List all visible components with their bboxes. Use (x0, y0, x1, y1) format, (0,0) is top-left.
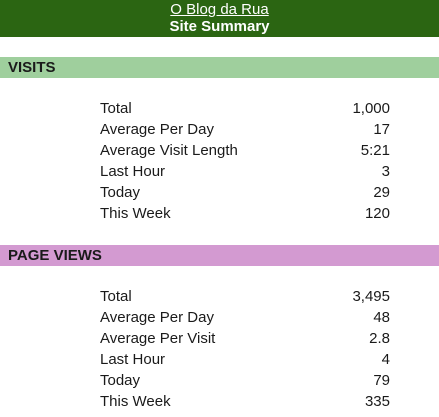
stat-value: 3 (381, 163, 390, 180)
page-views-section-header: PAGE VIEWS (0, 245, 439, 266)
visits-stats-table: Total 1,000 Average Per Day 17 Average V… (100, 98, 390, 224)
stat-row-visits-average-visit-length: Average Visit Length 5:21 (100, 140, 390, 161)
visits-section-header: VISITS (0, 57, 439, 78)
stat-row-pageviews-this-week: This Week 335 (100, 391, 390, 412)
stat-label: Average Per Day (100, 121, 214, 138)
stat-row-pageviews-last-hour: Last Hour 4 (100, 349, 390, 370)
stat-label: This Week (100, 393, 171, 410)
stat-label: Today (100, 372, 141, 389)
page-views-stats-table: Total 3,495 Average Per Day 48 Average P… (100, 286, 390, 412)
stat-value: 29 (373, 184, 390, 201)
stat-label: Today (100, 184, 141, 201)
stat-value: 3,495 (352, 288, 390, 305)
stat-value: 17 (373, 121, 390, 138)
stat-row-pageviews-average-per-visit: Average Per Visit 2.8 (100, 328, 390, 349)
stat-label: Average Per Day (100, 309, 214, 326)
stat-label: Total (100, 100, 132, 117)
stat-row-visits-today: Today 29 (100, 182, 390, 203)
stat-row-pageviews-average-per-day: Average Per Day 48 (100, 307, 390, 328)
page-subtitle: Site Summary (169, 18, 270, 35)
stat-row-pageviews-total: Total 3,495 (100, 286, 390, 307)
stat-row-pageviews-today: Today 79 (100, 370, 390, 391)
stat-row-visits-total: Total 1,000 (100, 98, 390, 119)
stat-label: Total (100, 288, 132, 305)
stat-label: Last Hour (100, 163, 166, 180)
stat-value: 79 (373, 372, 390, 389)
stat-value: 2.8 (369, 330, 390, 347)
stat-row-visits-this-week: This Week 120 (100, 203, 390, 224)
stat-row-visits-last-hour: Last Hour 3 (100, 161, 390, 182)
stat-row-visits-average-per-day: Average Per Day 17 (100, 119, 390, 140)
stat-value: 4 (381, 351, 390, 368)
stat-label: This Week (100, 205, 171, 222)
stat-label: Last Hour (100, 351, 166, 368)
stat-label: Average Per Visit (100, 330, 216, 347)
stat-value: 335 (364, 393, 390, 410)
site-header: O Blog da Rua Site Summary (0, 0, 439, 37)
stat-value: 48 (373, 309, 390, 326)
stat-value: 5:21 (360, 142, 390, 159)
stat-value: 1,000 (352, 100, 390, 117)
blog-title-link[interactable]: O Blog da Rua (170, 1, 269, 18)
stat-label: Average Visit Length (100, 142, 238, 159)
stat-value: 120 (364, 205, 390, 222)
